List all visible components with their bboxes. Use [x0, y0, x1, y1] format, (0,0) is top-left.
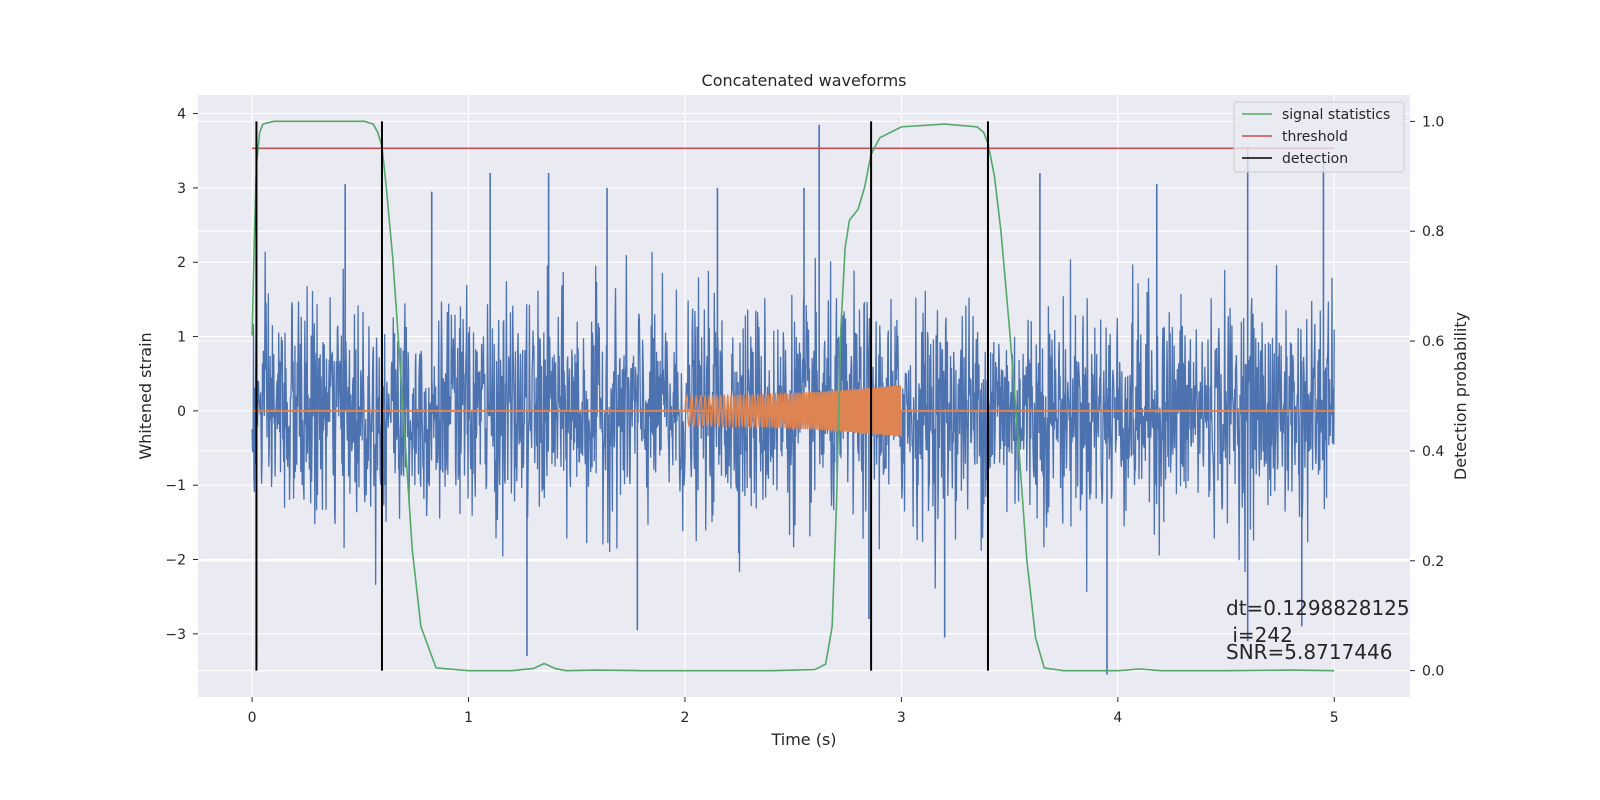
x-tick-label: 2 — [681, 710, 690, 726]
y-right-tick-label: 0.2 — [1422, 554, 1444, 570]
signal-statistics-line — [251, 120, 1335, 672]
ticks-layer: 0 1 2 3 4 5 −3 −2 −1 0 1 2 3 4 0.0 0.2 0.4 0.6 0.8 1.0 — [165, 107, 1444, 726]
y-axis-right-label: Detection probability — [1451, 312, 1470, 480]
legend-box — [1233, 101, 1405, 173]
x-tick-label: 0 — [248, 710, 257, 726]
annotation-snr: SNR=5.8717446 — [1226, 640, 1392, 664]
y-tick-label: −2 — [165, 553, 186, 569]
y-right-tick-label: 0.4 — [1422, 444, 1444, 460]
x-tick-label: 5 — [1330, 710, 1339, 726]
legend-label: detection — [1282, 151, 1348, 167]
y-right-tick-label: 0.6 — [1422, 334, 1444, 350]
legend-item-threshold: threshold — [1242, 129, 1348, 145]
x-tick-label: 1 — [464, 710, 473, 726]
injected-chirp-line — [684, 384, 903, 437]
annotation-box: dt=0.1298828125 i=242 SNR=5.8717446 — [1226, 596, 1410, 664]
y-tick-label: 4 — [177, 107, 186, 123]
y-right-tick-label: 0.0 — [1422, 664, 1444, 680]
annotation-dt: dt=0.1298828125 — [1226, 596, 1410, 620]
y-axis-label: Whitened strain — [136, 332, 155, 459]
y-tick-label: 1 — [177, 330, 186, 346]
y-tick-label: 0 — [177, 404, 186, 420]
strain-noise-line — [251, 251, 1335, 592]
x-axis-label: Time (s) — [770, 730, 836, 749]
y-tick-label: 3 — [177, 181, 186, 197]
y-tick-label: −3 — [165, 627, 186, 643]
series-layer — [251, 120, 1335, 675]
legend-label: threshold — [1282, 129, 1348, 145]
legend-item-detection: detection — [1242, 151, 1348, 167]
y-tick-label: 2 — [177, 255, 186, 271]
x-tick-label: 4 — [1113, 710, 1122, 726]
chart-title: Concatenated waveforms — [702, 71, 907, 90]
y-right-tick-label: 0.8 — [1422, 224, 1444, 240]
legend: signal statistics threshold detection — [1233, 101, 1405, 173]
annotation-index: i=242 — [1226, 623, 1293, 647]
legend-label: signal statistics — [1282, 107, 1390, 123]
legend-item-signal-statistics: signal statistics — [1242, 107, 1390, 123]
y-tick-label: −1 — [165, 478, 186, 494]
y-right-tick-label: 1.0 — [1422, 114, 1444, 130]
x-tick-label: 3 — [897, 710, 906, 726]
